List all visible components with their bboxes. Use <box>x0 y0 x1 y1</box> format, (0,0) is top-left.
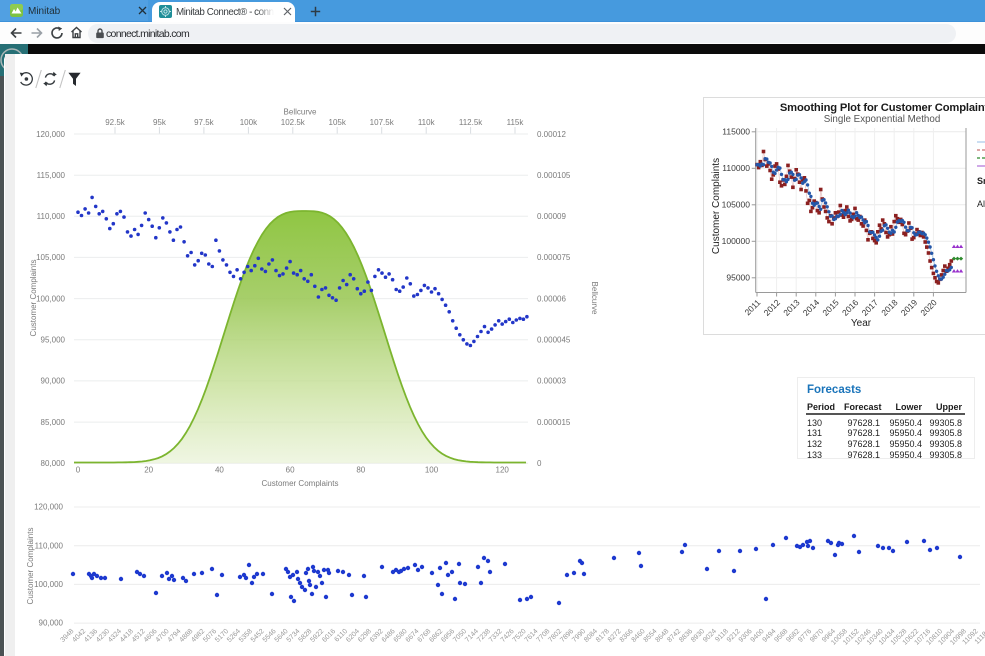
svg-text:0.000105: 0.000105 <box>537 171 571 180</box>
svg-text:0.00003: 0.00003 <box>537 377 566 386</box>
svg-text:2020: 2020 <box>918 297 939 318</box>
svg-text:85,000: 85,000 <box>41 418 66 427</box>
svg-text:97.5k: 97.5k <box>194 118 215 127</box>
svg-text:95000: 95000 <box>726 273 750 283</box>
svg-text:2014: 2014 <box>801 297 822 318</box>
svg-text:102.5k: 102.5k <box>281 118 306 127</box>
svg-text:80: 80 <box>356 466 365 475</box>
svg-text:120: 120 <box>496 466 510 475</box>
svg-text:2019: 2019 <box>899 297 920 318</box>
svg-text:0.00009: 0.00009 <box>537 212 566 221</box>
svg-text:Bellcurve: Bellcurve <box>590 282 599 315</box>
svg-text:110,000: 110,000 <box>37 212 66 221</box>
svg-text:Customer Complaints: Customer Complaints <box>26 528 35 605</box>
svg-text:120,000: 120,000 <box>36 130 65 139</box>
svg-text:Customer Complaints: Customer Complaints <box>711 158 722 254</box>
svg-text:90,000: 90,000 <box>39 619 64 628</box>
svg-text:115,000: 115,000 <box>37 171 66 180</box>
svg-text:40: 40 <box>215 466 224 475</box>
svg-text:Customer Complaints: Customer Complaints <box>29 260 38 337</box>
svg-text:Al: Al <box>977 199 985 209</box>
svg-text:115k: 115k <box>507 118 525 127</box>
svg-text:2015: 2015 <box>820 297 841 318</box>
svg-text:90,000: 90,000 <box>41 377 66 386</box>
svg-text:100,000: 100,000 <box>34 580 63 589</box>
svg-text:95k: 95k <box>153 118 167 127</box>
svg-text:100,000: 100,000 <box>36 294 65 303</box>
svg-text:60: 60 <box>286 466 295 475</box>
svg-text:100000: 100000 <box>722 236 751 246</box>
svg-text:100: 100 <box>425 466 439 475</box>
svg-text:Bellcurve: Bellcurve <box>284 108 317 117</box>
svg-text:0: 0 <box>537 459 542 468</box>
svg-text:115000: 115000 <box>722 127 750 137</box>
svg-text:105k: 105k <box>329 118 347 127</box>
svg-text:120,000: 120,000 <box>34 503 63 512</box>
svg-text:110,000: 110,000 <box>35 541 64 550</box>
svg-text:Smoothing Plot for Customer Co: Smoothing Plot for Customer Complaint <box>780 102 985 114</box>
svg-text:0: 0 <box>76 466 81 475</box>
svg-text:20: 20 <box>144 466 153 475</box>
svg-text:Customer Complaints: Customer Complaints <box>262 479 339 488</box>
svg-text:Single Exponential Method: Single Exponential Method <box>824 114 941 125</box>
svg-text:2018: 2018 <box>879 297 900 318</box>
svg-text:0.000075: 0.000075 <box>537 253 571 262</box>
svg-text:0.00006: 0.00006 <box>537 294 566 303</box>
svg-text:110k: 110k <box>418 118 436 127</box>
svg-text:2013: 2013 <box>781 297 802 318</box>
svg-text:Year: Year <box>851 318 872 329</box>
svg-text:105000: 105000 <box>722 200 751 210</box>
svg-text:112.5k: 112.5k <box>459 118 483 127</box>
svg-text:110000: 110000 <box>722 163 750 173</box>
svg-text:2011: 2011 <box>742 297 762 317</box>
svg-text:92.5k: 92.5k <box>105 118 126 127</box>
svg-text:107.5k: 107.5k <box>370 118 395 127</box>
svg-text:2017: 2017 <box>860 297 881 318</box>
svg-text:0.000045: 0.000045 <box>537 336 571 345</box>
svg-text:2016: 2016 <box>840 297 861 318</box>
svg-text:Sm: Sm <box>977 176 985 186</box>
svg-text:0.000015: 0.000015 <box>537 418 571 427</box>
svg-text:0.00012: 0.00012 <box>537 130 566 139</box>
svg-text:100k: 100k <box>240 118 258 127</box>
svg-text:2012: 2012 <box>762 297 783 318</box>
svg-text:80,000: 80,000 <box>41 459 66 468</box>
svg-text:11186: 11186 <box>974 628 985 646</box>
svg-text:95,000: 95,000 <box>41 336 66 345</box>
svg-text:105,000: 105,000 <box>36 253 65 262</box>
